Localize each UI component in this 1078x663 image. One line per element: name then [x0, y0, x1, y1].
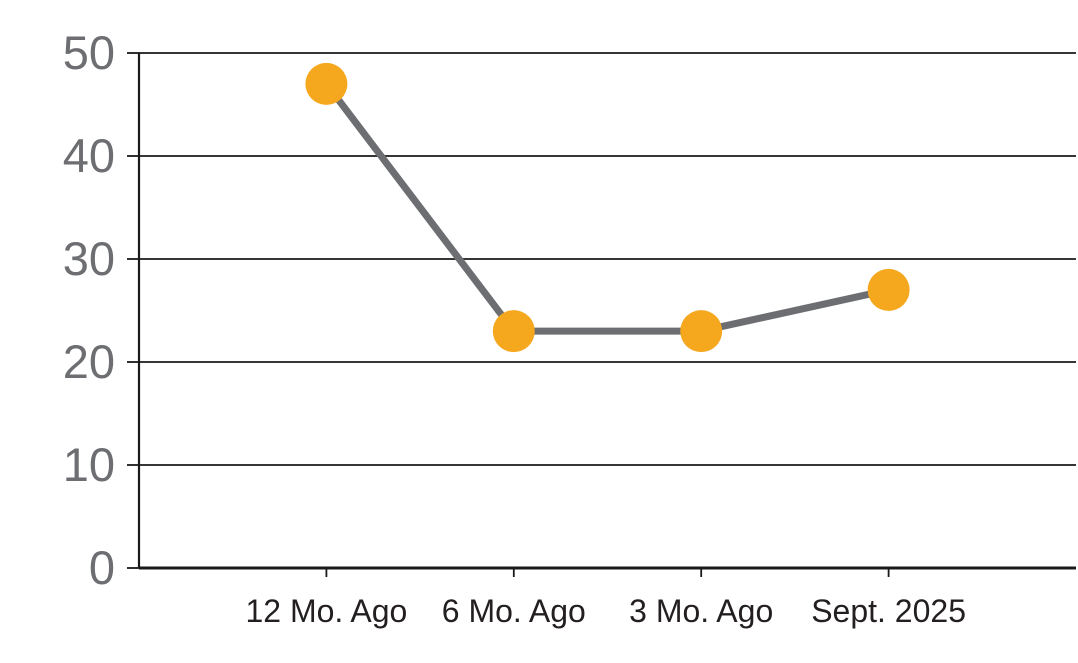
- x-tick-label: 12 Mo. Ago: [245, 593, 407, 629]
- y-tick-label: 10: [63, 438, 115, 491]
- y-tick-label: 20: [63, 335, 115, 388]
- x-tick-label: 6 Mo. Ago: [442, 593, 586, 629]
- x-tick-label: 3 Mo. Ago: [629, 593, 773, 629]
- x-tick-label: Sept. 2025: [811, 593, 966, 629]
- data-point-marker: [305, 62, 348, 105]
- y-tick-label: 40: [63, 129, 115, 182]
- y-tick-label: 30: [63, 232, 115, 285]
- data-point-marker: [492, 310, 535, 353]
- series-line: [322, 80, 893, 335]
- y-tick-label: 0: [89, 541, 115, 594]
- data-point-marker: [680, 310, 723, 353]
- y-tick-label: 50: [63, 26, 115, 79]
- data-point-marker: [867, 268, 910, 311]
